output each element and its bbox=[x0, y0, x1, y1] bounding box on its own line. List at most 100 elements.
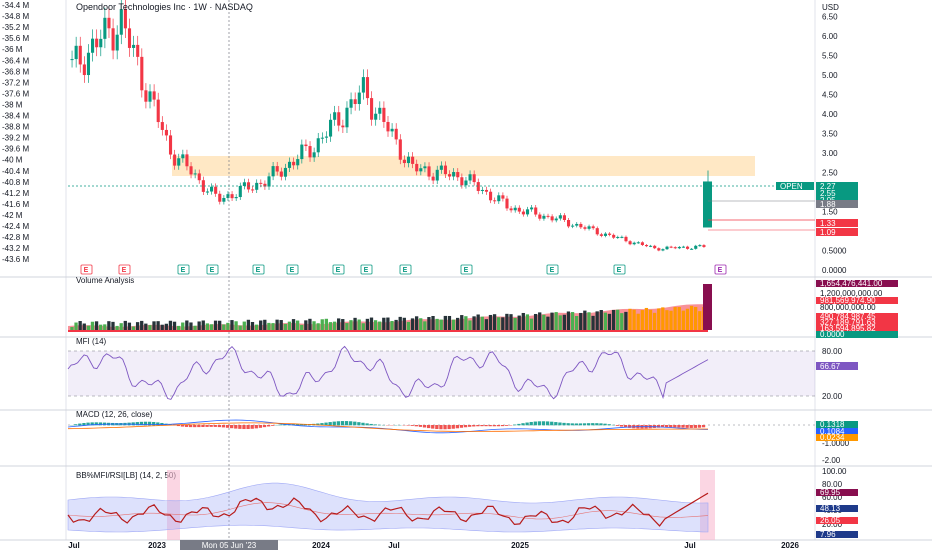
macd-hist-bar bbox=[476, 425, 480, 427]
volume-bar bbox=[628, 308, 632, 330]
macd-hist-bar bbox=[90, 422, 94, 426]
volume-bar bbox=[90, 321, 95, 330]
macd-hist-bar bbox=[156, 422, 160, 426]
earnings-marker bbox=[460, 264, 473, 275]
candle-body bbox=[95, 38, 99, 48]
bb-pane-label: BB%MFI/RSI[LB] (14, 2, 50) bbox=[76, 471, 176, 480]
candle-body bbox=[608, 233, 612, 235]
macd-hist-bar bbox=[217, 425, 222, 428]
candle-body bbox=[86, 52, 91, 76]
volume-bar bbox=[144, 323, 148, 330]
volume-bar bbox=[661, 307, 665, 330]
candle-body bbox=[279, 171, 283, 177]
volume-bar bbox=[624, 311, 628, 330]
volume-bar bbox=[599, 310, 603, 330]
macd-hist-bar bbox=[484, 425, 488, 427]
resistance-zone bbox=[172, 156, 755, 176]
candle-body bbox=[542, 215, 546, 219]
time-axis-label: Jul bbox=[684, 541, 696, 550]
volume-bar bbox=[263, 319, 267, 330]
macd-hist-bar bbox=[431, 425, 435, 429]
candle-body bbox=[644, 245, 649, 247]
candle-body bbox=[271, 166, 275, 177]
volume-bar bbox=[152, 321, 156, 330]
volume-bar bbox=[476, 314, 480, 330]
volume-bar bbox=[644, 307, 649, 330]
earnings-marker bbox=[206, 264, 219, 275]
volume-bar bbox=[488, 314, 493, 330]
volume-bar bbox=[254, 324, 259, 330]
macd-hist-bar bbox=[176, 425, 180, 427]
candle-body bbox=[201, 180, 205, 192]
macd-hist-bar bbox=[221, 425, 226, 428]
volume-badge-label: 981,569,974.90 bbox=[820, 296, 876, 305]
candle-body bbox=[357, 92, 361, 105]
candle-body bbox=[513, 207, 517, 211]
volume-bar bbox=[665, 310, 669, 330]
candle-body bbox=[214, 186, 218, 194]
bb-mfi-line bbox=[67, 492, 709, 527]
macd-hist-bar bbox=[426, 425, 431, 429]
macd-hist-bar bbox=[693, 425, 697, 428]
macd-hist-bar bbox=[529, 421, 533, 426]
earnings-marker-label: E bbox=[550, 267, 555, 274]
macd-hist-bar bbox=[377, 424, 382, 426]
earnings-marker-label: E bbox=[181, 267, 186, 274]
time-axis-label: Jul bbox=[388, 541, 400, 550]
left-axis-tick: -40.4 M bbox=[2, 167, 29, 176]
left-axis-tick: -42.8 M bbox=[2, 233, 29, 242]
time-axis: Jul 2023 2024 Jul 2025 Jul 2026 bbox=[68, 541, 799, 550]
candle-body bbox=[620, 236, 624, 238]
candle-body bbox=[493, 200, 497, 202]
macd-hist-bar bbox=[664, 425, 669, 428]
left-axis-tick: -38 M bbox=[2, 100, 23, 109]
candle-body bbox=[484, 189, 489, 192]
macd-hist-bar bbox=[86, 422, 90, 426]
volume-bar bbox=[205, 323, 210, 330]
candle-body bbox=[575, 223, 579, 226]
macd-hist-bar bbox=[677, 425, 681, 428]
earnings-marker-label: E bbox=[84, 267, 89, 274]
left-axis-tick: -37.6 M bbox=[2, 89, 29, 98]
macd-hist-bar bbox=[82, 423, 86, 426]
macd-hist-bar bbox=[197, 425, 201, 428]
candle-body bbox=[193, 173, 197, 175]
candle-body bbox=[657, 248, 661, 251]
macd-hist-bar bbox=[152, 421, 156, 426]
volume-bar bbox=[620, 313, 624, 330]
volume-badge bbox=[816, 319, 898, 326]
candle-body bbox=[415, 163, 419, 172]
candle-body bbox=[685, 246, 690, 249]
macd-hist-bar bbox=[369, 423, 373, 426]
macd-hist-bar bbox=[463, 425, 468, 428]
candle-body bbox=[251, 189, 255, 191]
volume-bar bbox=[111, 321, 115, 330]
earnings-marker bbox=[80, 264, 93, 275]
candle-body bbox=[324, 136, 329, 138]
candle-body bbox=[374, 113, 378, 120]
volume-bar bbox=[603, 312, 608, 330]
candle-body bbox=[337, 112, 341, 126]
volume-bar bbox=[427, 317, 431, 330]
volume-bar bbox=[616, 309, 620, 330]
earnings-marker bbox=[360, 264, 373, 275]
mfi-line bbox=[67, 345, 709, 400]
candle-body bbox=[218, 193, 222, 202]
volume-bar bbox=[140, 320, 144, 330]
price-badge-label: OPEN bbox=[780, 182, 803, 191]
candle-body bbox=[702, 245, 706, 247]
macd-hist-bar bbox=[525, 422, 529, 426]
candle-body bbox=[476, 182, 480, 191]
macd-hist-bar bbox=[336, 421, 341, 426]
candle-body bbox=[517, 207, 521, 212]
candle-body bbox=[78, 45, 82, 65]
macd-hist-bar bbox=[504, 425, 509, 426]
volume-bar bbox=[242, 321, 246, 330]
left-axis-tick: -36.8 M bbox=[2, 67, 29, 76]
candle-body bbox=[694, 245, 698, 249]
last-volume-bar bbox=[703, 284, 712, 330]
volume-bar bbox=[583, 310, 587, 330]
volume-bar bbox=[324, 318, 329, 330]
